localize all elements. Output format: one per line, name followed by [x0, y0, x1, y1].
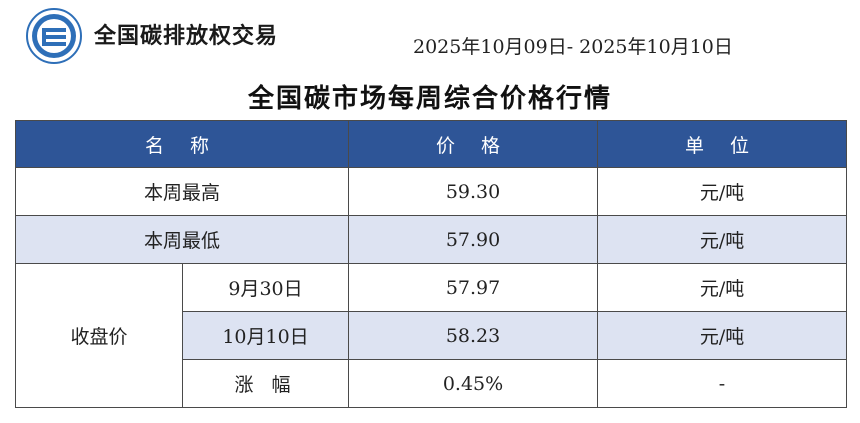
row-label: 本周最高 [14, 167, 350, 216]
exchange-logo-icon [26, 8, 82, 64]
page-title: 全国碳市场每周综合价格行情 [247, 84, 612, 114]
header-unit: 单 位 [597, 120, 848, 168]
row-unit: 元/吨 [597, 215, 848, 264]
table-row: 收盘价 9月30日 57.97 元/吨 [15, 263, 848, 408]
table-header-row: 名 称 价 格 单 位 [14, 120, 848, 168]
row-unit: - [597, 359, 848, 408]
row-price: 57.97 [348, 263, 599, 312]
org-name: 全国碳排放权交易 [94, 24, 279, 49]
row-date: 10月10日 [181, 311, 350, 360]
row-price: 59.30 [348, 167, 599, 216]
table-row: 涨 幅 0.45% - [16, 359, 848, 408]
date-range: 2025年10月09日- 2025年10月10日 [413, 36, 733, 58]
row-price: 58.23 [348, 311, 599, 360]
table-row: 本周最高 59.30 元/吨 [14, 167, 848, 216]
table-row: 10月10日 58.23 元/吨 [16, 311, 848, 360]
row-unit: 元/吨 [597, 311, 848, 360]
table-row: 本周最低 57.90 元/吨 [14, 215, 848, 264]
close-group-label: 收盘价 [15, 263, 183, 408]
row-price: 57.90 [348, 215, 599, 264]
row-unit: 元/吨 [597, 167, 848, 216]
row-unit: 元/吨 [597, 263, 848, 312]
row-label: 涨 幅 [181, 359, 350, 408]
row-date: 9月30日 [181, 263, 350, 312]
price-table: 名 称 价 格 单 位 本周最高 59.30 元/吨 本周最低 57.90 元/… [14, 120, 848, 408]
header-price: 价 格 [348, 120, 599, 168]
row-label: 本周最低 [14, 215, 350, 264]
header-name: 名 称 [14, 120, 350, 168]
row-price: 0.45% [348, 359, 599, 408]
